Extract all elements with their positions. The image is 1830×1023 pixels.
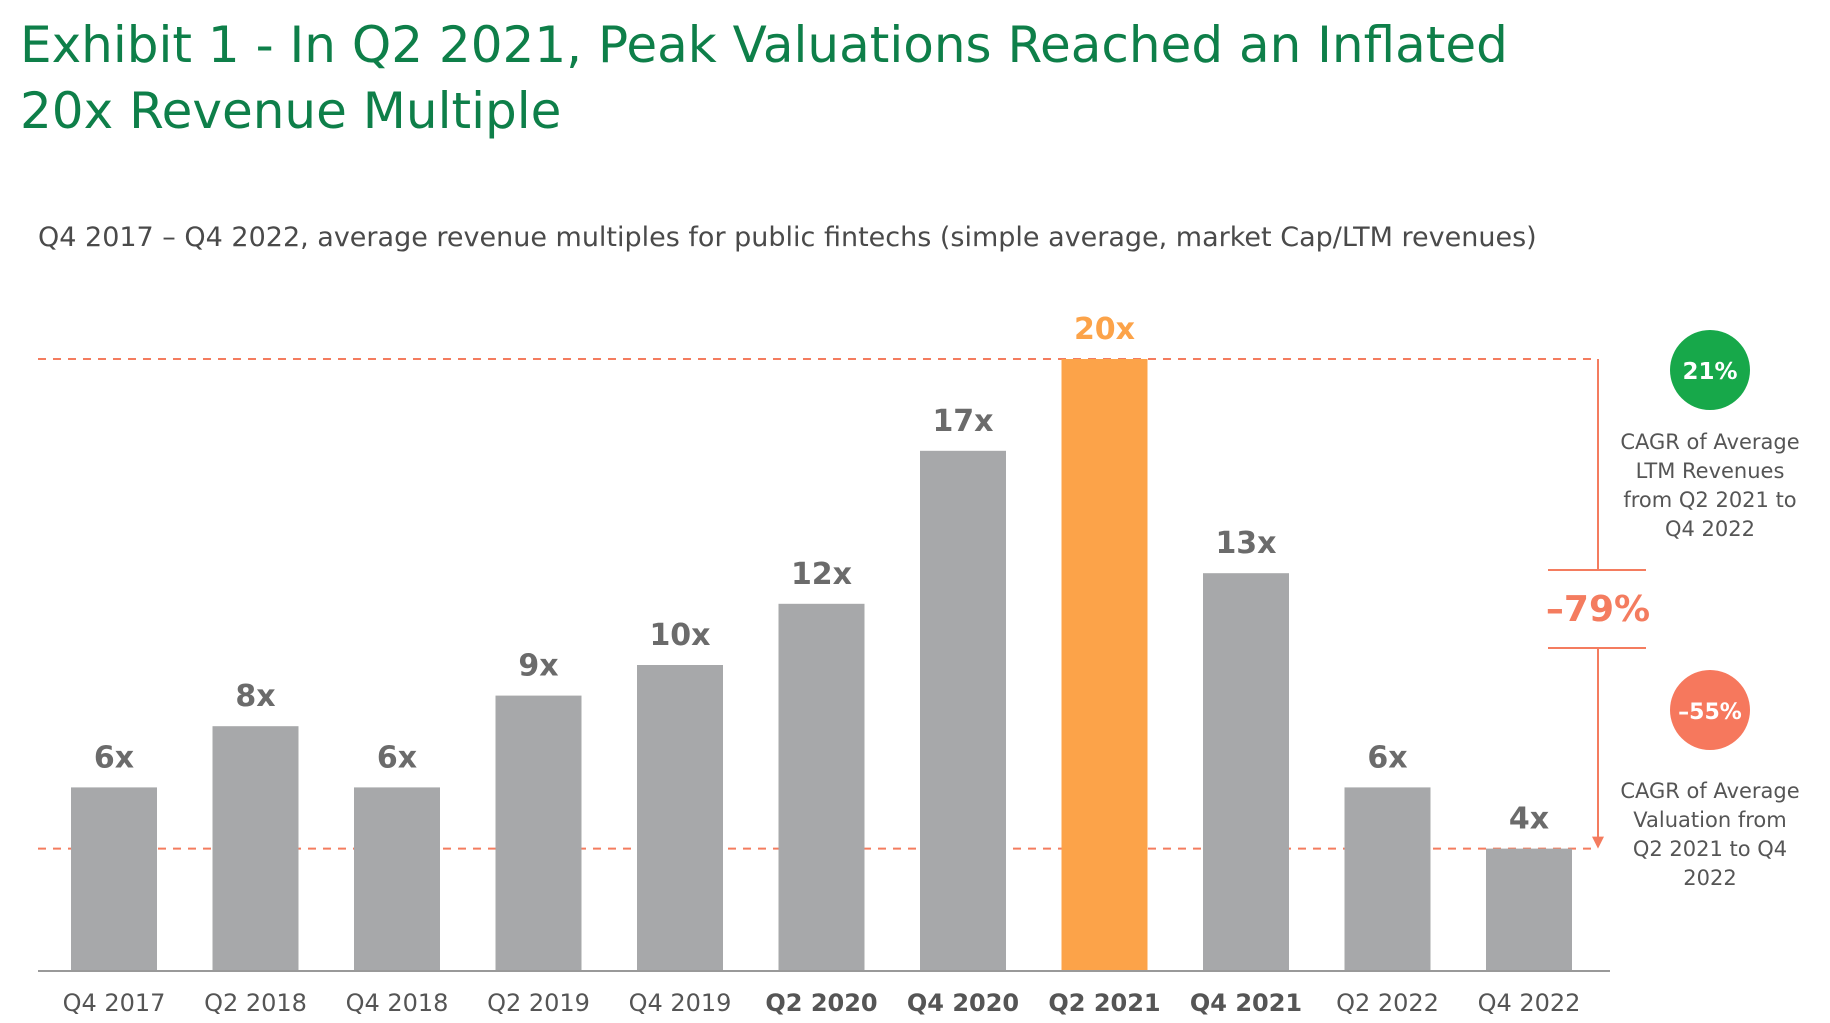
bars-group [71, 359, 1572, 971]
revenue-cagr-label-line: CAGR of Average [1620, 430, 1800, 454]
revenue-cagr-label: CAGR of Average LTM Revenues from Q2 202… [1610, 428, 1810, 544]
cagr-circles: 21% –55% [1670, 330, 1750, 750]
revenue-cagr-circle [1670, 330, 1750, 410]
bar-value-label: 6x [377, 740, 417, 775]
revenue-cagr-label-line: Q4 2022 [1664, 517, 1755, 541]
x-tick-label: Q2 2021 [1048, 989, 1160, 1017]
bar [1061, 359, 1148, 971]
x-tick-label: Q4 2022 [1478, 989, 1581, 1017]
bar [1344, 787, 1431, 971]
bar [637, 665, 723, 971]
x-tick-label: Q2 2022 [1336, 989, 1439, 1017]
valuation-cagr-value: –55% [1678, 700, 1742, 725]
bar-value-label: 9x [518, 649, 558, 684]
x-tick-label: Q4 2021 [1190, 989, 1302, 1017]
bar-value-label: 20x [1074, 312, 1135, 347]
x-tick-label: Q4 2020 [907, 989, 1019, 1017]
bar-value-label: 8x [235, 679, 275, 714]
bar-value-label: 4x [1509, 802, 1549, 837]
revenue-cagr-label-line: LTM Revenues [1635, 459, 1785, 483]
bar [354, 787, 440, 971]
x-tick-label: Q2 2020 [765, 989, 877, 1017]
revenue-cagr-label-line: from Q2 2021 to [1623, 488, 1797, 512]
bar-value-labels: 6x 8x 6x 9x 10x 12x 17x 20x 13x 6x 4x [94, 312, 1549, 837]
bar-value-label: 17x [932, 404, 993, 439]
bar [778, 603, 865, 971]
bar [920, 450, 1006, 971]
x-tick-label: Q4 2018 [346, 989, 449, 1017]
revenue-cagr-value: 21% [1682, 359, 1737, 385]
x-tick-label: Q4 2019 [629, 989, 732, 1017]
bar-value-label: 6x [1367, 740, 1407, 775]
bar-value-label: 13x [1215, 526, 1276, 561]
exhibit-title-line-1: Exhibit 1 - In Q2 2021, Peak Valuations … [20, 16, 1508, 74]
valuation-cagr-label-line: 2022 [1683, 866, 1737, 890]
bar [212, 726, 299, 971]
bar [495, 695, 582, 971]
change-bracket: –79% [1546, 359, 1650, 849]
valuation-cagr-label-line: CAGR of Average [1620, 779, 1800, 803]
valuation-cagr-label-line: Q2 2021 to Q4 [1632, 837, 1788, 861]
bar-value-label: 10x [649, 618, 710, 653]
valuation-cagr-circle [1670, 670, 1750, 750]
exhibit-title: Exhibit 1 - In Q2 2021, Peak Valuations … [20, 12, 1520, 144]
change-annotation: –79% [1546, 589, 1650, 630]
valuation-cagr-label-line: Valuation from [1633, 808, 1787, 832]
bar-value-label: 12x [791, 557, 852, 592]
chart-subtitle: Q4 2017 – Q4 2022, average revenue multi… [38, 222, 1537, 253]
x-tick-label: Q2 2019 [487, 989, 590, 1017]
bar [1486, 848, 1572, 971]
x-tick-label: Q4 2017 [63, 989, 166, 1017]
bracket-arrowhead [1592, 836, 1604, 849]
valuation-cagr-label: CAGR of Average Valuation from Q2 2021 t… [1610, 777, 1810, 893]
bar-value-label: 6x [94, 740, 134, 775]
bar [71, 787, 157, 971]
bar [1203, 573, 1289, 971]
x-tick-label: Q2 2018 [204, 989, 307, 1017]
exhibit-title-line-2: 20x Revenue Multiple [20, 82, 562, 140]
x-axis-tick-labels: Q4 2017 Q2 2018 Q4 2018 Q2 2019 Q4 2019 Q2 20… [63, 989, 1581, 1017]
